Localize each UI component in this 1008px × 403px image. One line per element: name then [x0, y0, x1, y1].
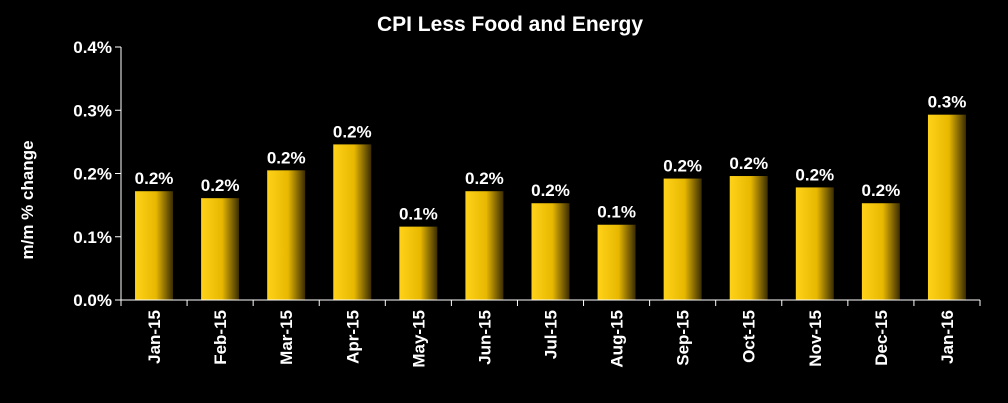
bar	[267, 170, 306, 300]
y-tick-label: 0.0%	[73, 291, 112, 310]
y-tick-label: 0.3%	[73, 101, 112, 120]
x-tick-label: Jun-15	[475, 310, 494, 365]
bar	[465, 191, 504, 300]
bar	[135, 191, 174, 300]
data-label: 0.2%	[531, 181, 570, 200]
data-label: 0.2%	[201, 176, 240, 195]
data-label: 0.2%	[795, 165, 834, 184]
bar	[927, 114, 966, 301]
bar	[729, 176, 768, 300]
y-axis: 0.0% 0.1% 0.2% 0.3% 0.4%	[73, 38, 122, 310]
x-axis: Jan-15 Feb-15 Mar-15 Apr-15 May-15 Jun-15 Jul-…	[120, 299, 981, 368]
data-label: 0.2%	[729, 154, 768, 173]
x-tick-label: Dec-15	[872, 310, 891, 366]
x-tick-label: Jul-15	[542, 310, 561, 359]
chart-title: CPI Less Food and Energy	[377, 13, 643, 36]
bar	[663, 178, 702, 300]
y-tick-label: 0.1%	[73, 228, 112, 247]
bar	[531, 203, 570, 300]
y-tick-label: 0.4%	[73, 38, 112, 57]
data-label: 0.2%	[465, 169, 504, 188]
data-label: 0.2%	[333, 122, 372, 141]
bar	[861, 203, 900, 300]
bars	[135, 114, 966, 301]
bar	[201, 198, 240, 300]
data-label: 0.2%	[267, 148, 306, 167]
bar	[597, 224, 636, 300]
data-label: 0.3%	[928, 93, 967, 112]
data-label: 0.1%	[399, 205, 438, 224]
data-label: 0.1%	[597, 203, 636, 222]
x-tick-label: Nov-15	[806, 310, 825, 367]
x-tick-label: Aug-15	[608, 310, 627, 368]
y-axis-label: m/m % change	[18, 140, 37, 259]
bar	[795, 187, 834, 300]
x-tick-label: May-15	[409, 310, 428, 368]
x-tick-label: Mar-15	[277, 310, 296, 365]
bar	[333, 144, 372, 300]
data-label: 0.2%	[135, 169, 174, 188]
x-tick-label: Sep-15	[674, 310, 693, 366]
bar	[399, 226, 438, 300]
data-labels: 0.2% 0.2% 0.2% 0.2% 0.1% 0.2% 0.2% 0.1% 0.2% 0.2%…	[135, 93, 967, 224]
x-tick-label: Jan-16	[938, 310, 957, 364]
y-tick-label: 0.2%	[73, 165, 112, 184]
x-tick-label: Oct-15	[740, 310, 759, 363]
x-tick-label: Feb-15	[211, 310, 230, 365]
data-label: 0.2%	[663, 157, 702, 176]
x-tick-label: Apr-15	[343, 310, 362, 364]
x-tick-label: Jan-15	[145, 310, 164, 364]
data-label: 0.2%	[862, 181, 901, 200]
